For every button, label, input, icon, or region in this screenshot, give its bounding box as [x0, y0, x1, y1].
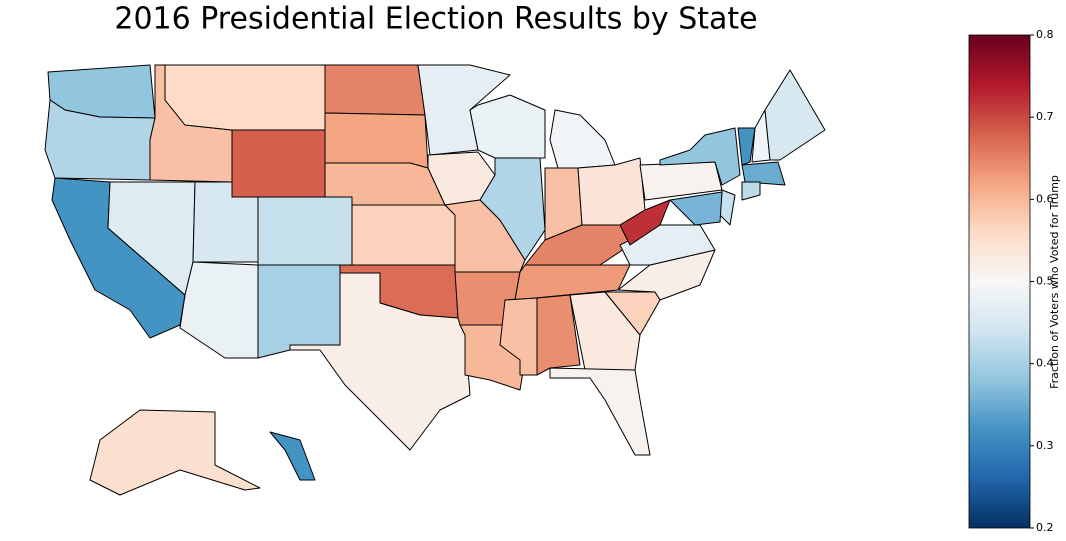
state	[257, 196, 353, 266]
state	[764, 69, 826, 161]
state	[549, 109, 616, 176]
colorbar-tick-label: 0.4	[1036, 357, 1054, 370]
state	[289, 272, 471, 451]
state	[659, 127, 741, 186]
state	[549, 367, 651, 456]
colorbar-tick-label: 0.3	[1036, 439, 1054, 452]
colorbar-tick-label: 0.6	[1036, 192, 1054, 205]
state	[164, 64, 326, 131]
colorbar-tick-label: 0.5	[1036, 275, 1054, 288]
state	[324, 64, 426, 116]
state	[179, 261, 259, 359]
state	[536, 294, 581, 376]
state	[741, 181, 761, 201]
states	[44, 64, 826, 496]
state	[577, 157, 646, 226]
state	[619, 199, 671, 246]
state	[737, 127, 756, 166]
state	[89, 409, 261, 496]
state	[569, 291, 641, 371]
state	[351, 204, 456, 266]
state	[257, 264, 341, 359]
colorbar	[968, 34, 1031, 529]
colorbar-tick-label: 0.7	[1036, 110, 1054, 123]
map-title: 2016 Presidential Election Results by St…	[114, 2, 757, 37]
state	[324, 112, 429, 169]
state	[479, 157, 546, 261]
state	[669, 191, 723, 226]
colorbar-tick-label: 0.2	[1036, 521, 1054, 534]
colorbar-tick-label: 0.8	[1036, 28, 1054, 41]
state	[269, 431, 316, 481]
state	[469, 94, 546, 159]
state	[741, 161, 786, 186]
colorbar-label: Fraction of Voters who Voted for Trump	[1048, 175, 1061, 389]
state	[231, 129, 326, 198]
